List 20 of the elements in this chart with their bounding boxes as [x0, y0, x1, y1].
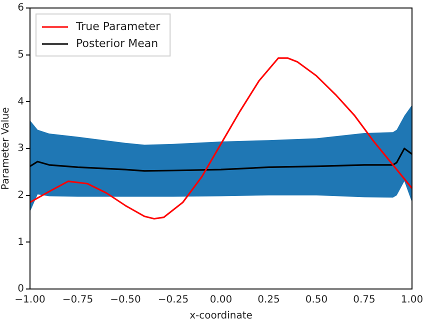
y-axis-title: Parameter Value: [0, 107, 12, 190]
x-tick-label: 0.75: [353, 294, 376, 306]
x-tick-label: 0.50: [305, 294, 328, 306]
x-axis-title: x-coordinate: [190, 310, 252, 322]
legend-label: Posterior Mean: [76, 36, 158, 50]
x-tick-label: 0.25: [258, 294, 280, 306]
y-tick-label: 5: [18, 49, 24, 60]
y-tick-label: 4: [18, 96, 24, 108]
x-tick-label: −0.75: [62, 294, 94, 306]
x-tick-label: 1.00: [400, 294, 423, 306]
x-tick-label: −1.00: [14, 294, 46, 306]
legend-label: True Parameter: [75, 20, 161, 33]
y-tick-label: 3: [18, 143, 24, 154]
y-tick-label: 1: [18, 236, 24, 248]
y-tick-label: 2: [18, 190, 24, 201]
y-tick-label: 6: [18, 2, 24, 14]
x-tick-label: −0.25: [158, 294, 189, 306]
y-tick-label: 0: [18, 284, 24, 295]
x-tick-label: 0.00: [210, 294, 232, 306]
x-tick-label: −0.50: [110, 294, 141, 306]
